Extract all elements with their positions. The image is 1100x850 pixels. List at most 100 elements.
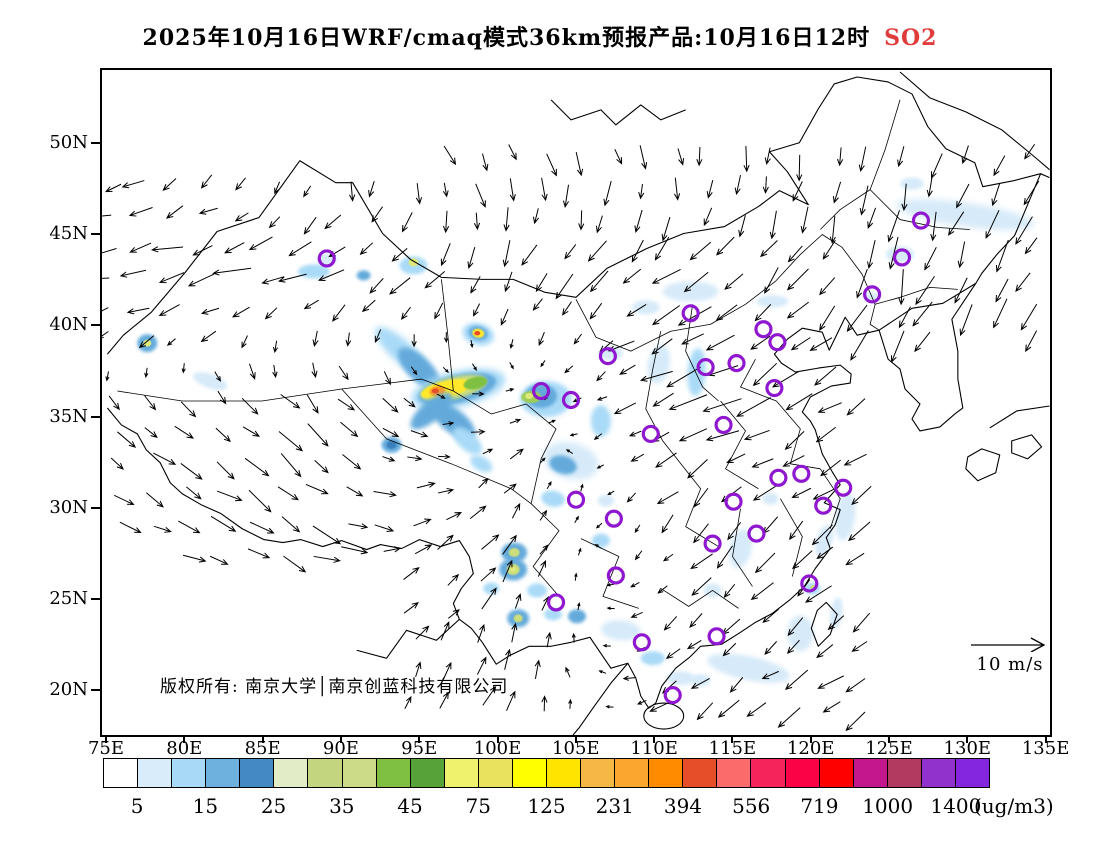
- so2-blob: [397, 347, 441, 391]
- so2-blob: [597, 494, 614, 507]
- colorbar-cell: [376, 759, 411, 787]
- so2-blob: [662, 281, 719, 302]
- colorbar-cell: [683, 759, 718, 787]
- colorbar-cell: [410, 759, 445, 787]
- lon-tick-mark: [809, 735, 812, 743]
- vietnam-coast: [572, 662, 629, 735]
- so2-blob: [297, 264, 330, 279]
- city-marker-circle: [546, 593, 566, 612]
- colorbar-cell: [887, 759, 922, 787]
- lon-tick-label: 125E: [865, 738, 913, 759]
- colorbar-cell: [240, 759, 275, 787]
- colorbar-cell: [649, 759, 684, 787]
- so2-blob: [756, 295, 789, 308]
- ussuri-border: [878, 173, 1042, 331]
- colorbar-cell: [444, 759, 479, 787]
- lat-tick-label: 25N: [49, 587, 88, 609]
- city-marker-circle: [747, 524, 766, 543]
- city-marker-circle: [317, 249, 336, 268]
- city-marker-circle: [696, 358, 715, 377]
- so2-blob: [787, 615, 814, 652]
- so2-blob: [408, 258, 419, 267]
- colorbar-cell: [547, 759, 582, 787]
- colorbar-cell: [853, 759, 888, 787]
- lon-tick-mark: [731, 735, 734, 743]
- wind-scale-arrow: [971, 637, 1046, 652]
- lat-tick-mark: [91, 415, 100, 418]
- so2-blob: [590, 404, 611, 437]
- china-forecast-map: [102, 71, 1050, 735]
- so2-blob: [527, 583, 548, 598]
- lat-tick-label: 45N: [49, 223, 88, 245]
- lat-tick-mark: [91, 233, 100, 236]
- city-marker-circle: [834, 478, 853, 497]
- city-marker-circle: [598, 347, 617, 366]
- colorbar-cell: [785, 759, 820, 787]
- so2-blob: [895, 199, 1034, 230]
- lon-tick-label: 105E: [552, 738, 600, 759]
- so2-blob: [707, 653, 790, 683]
- city-marker-circle: [707, 627, 726, 646]
- city-marker-circle: [769, 468, 788, 487]
- colorbar-cell: [751, 759, 786, 787]
- so2-blob: [513, 614, 523, 623]
- colorbar-value: 1400: [930, 794, 982, 818]
- city-marker-circle: [703, 534, 722, 553]
- colorbar-cell: [512, 759, 548, 787]
- lon-tick-label: 110E: [630, 738, 678, 759]
- lon-tick-mark: [496, 735, 499, 743]
- so2-blob: [510, 567, 517, 572]
- city-marker-circle: [911, 211, 931, 230]
- lon-tick-mark: [105, 735, 107, 743]
- so2-blob: [386, 440, 397, 449]
- so2-blob: [631, 300, 660, 315]
- lon-tick-mark: [888, 735, 890, 743]
- mongolia-russia-border: [550, 99, 686, 126]
- colorbar-value: 15: [192, 794, 219, 818]
- colorbar-value: 5: [130, 794, 144, 818]
- colorbar-cell: [615, 759, 650, 787]
- wind-vector-arrows: [102, 143, 1040, 732]
- colorbar-cell: [955, 759, 990, 787]
- so2-blob: [474, 331, 481, 336]
- city-marker-circle: [606, 566, 625, 585]
- lat-tick-mark: [91, 324, 100, 327]
- colorbar-value: 1000: [862, 794, 914, 818]
- city-marker-circle: [632, 633, 651, 652]
- coastline-and-borders: [106, 71, 1050, 735]
- so2-blob: [470, 455, 493, 473]
- lat-tick-mark: [91, 506, 100, 509]
- city-marker-circle: [727, 354, 746, 373]
- so2-blob: [900, 177, 924, 190]
- so2-blob: [452, 427, 482, 455]
- china-north-border: [106, 76, 1050, 355]
- city-marker-circle: [800, 574, 819, 593]
- so2-blob: [600, 620, 641, 641]
- colorbar-value: 719: [800, 794, 839, 818]
- province-boundaries: [117, 99, 970, 609]
- lon-tick-mark: [261, 735, 264, 743]
- lon-tick-label: 85E: [244, 738, 281, 759]
- so2-blob: [525, 393, 534, 400]
- so2-blob: [508, 548, 520, 558]
- russia-pacific-coast: [899, 71, 1050, 171]
- colorbar-cell: [581, 759, 616, 787]
- lat-tick-mark: [91, 142, 100, 144]
- so2-concentration-shading: [137, 177, 1034, 687]
- so2-blob: [666, 671, 695, 686]
- title-species-so2: SO2: [884, 25, 938, 51]
- colorbar-value: 556: [732, 794, 771, 818]
- colorbar-cell: [138, 759, 173, 787]
- so2-blob: [729, 528, 753, 569]
- city-marker-circle: [765, 378, 784, 398]
- lon-tick-label: 100E: [473, 738, 522, 759]
- city-marker-circle: [532, 381, 551, 401]
- colorbar-unit-label: (ug/m3): [974, 794, 1054, 818]
- japan-honshu-coast: [989, 405, 1050, 429]
- so2-blob: [640, 651, 665, 666]
- colorbar-cell: [478, 759, 513, 787]
- colorbar-cell: [172, 759, 207, 787]
- city-marker-circle: [792, 464, 811, 483]
- lon-tick-mark: [339, 735, 342, 743]
- so2-blob: [410, 392, 453, 430]
